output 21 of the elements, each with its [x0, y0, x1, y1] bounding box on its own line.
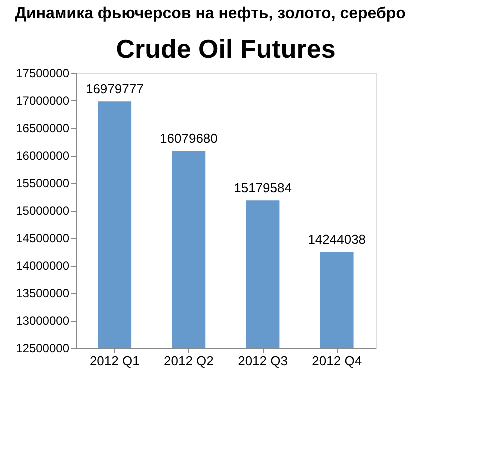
chart-title: Динамика фьючерсов на нефть, золото, серебро [15, 6, 406, 22]
y-tick-label: 16500000 [16, 122, 70, 136]
x-tick-label: 2012 Q1 [90, 354, 140, 368]
y-tick-label: 17000000 [16, 94, 70, 108]
y-tick-label: 13500000 [16, 286, 70, 300]
y-tick-label: 13000000 [16, 314, 70, 328]
y-tick-label: 15500000 [16, 176, 70, 190]
y-tick-label: 14000000 [16, 259, 70, 273]
chart-subtitle: Crude Oil Futures [116, 34, 336, 64]
data-label: 16979777 [86, 82, 144, 97]
x-tick-label: 2012 Q2 [164, 354, 214, 368]
y-tick-label: 16000000 [16, 149, 70, 163]
y-tick-label: 15000000 [16, 204, 70, 218]
x-tick-label: 2012 Q4 [312, 354, 362, 368]
data-label: 15179584 [234, 180, 292, 196]
y-tick-label: 12500000 [16, 342, 70, 356]
data-label: 16079680 [160, 131, 218, 146]
y-tick-label: 17500000 [16, 66, 70, 80]
y-tick-label: 14500000 [16, 232, 70, 246]
data-label: 14244038 [308, 232, 366, 248]
x-tick-label: 2012 Q3 [238, 354, 288, 368]
